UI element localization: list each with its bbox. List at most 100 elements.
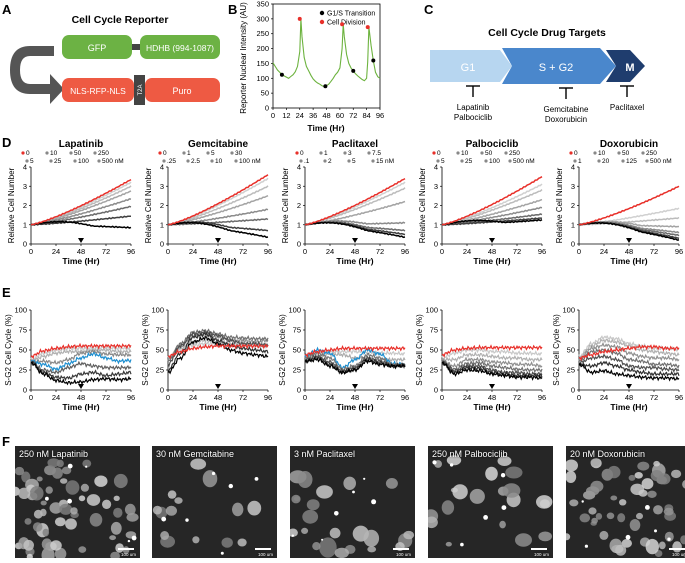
nucleus: [202, 470, 218, 488]
drug-added-marker: [215, 384, 221, 389]
y-tick-label: 1: [434, 220, 438, 229]
x-axis-label: Time (Hr): [199, 256, 236, 266]
x-tick-label: 72: [349, 111, 357, 120]
panel-letter-a: A: [2, 2, 12, 17]
series-line: [30, 352, 132, 372]
legend-label: 3: [348, 150, 352, 157]
series-line: [304, 187, 406, 226]
nucleus: [32, 522, 43, 532]
legend-swatch: [158, 151, 162, 155]
scale-bar: [118, 548, 134, 550]
y-tick-label: 3: [434, 182, 438, 191]
nucleus: [595, 513, 603, 520]
legend-swatch: [299, 159, 303, 163]
nucleus: [615, 544, 627, 556]
nucleus: [629, 519, 641, 531]
nucleus: [232, 502, 244, 517]
chart-title: Paclitaxel: [332, 139, 378, 150]
series-line: [441, 217, 543, 226]
legend-swatch: [206, 151, 210, 155]
panel-letter-d: D: [2, 135, 11, 150]
bright-spot: [654, 529, 657, 533]
nucleus: [343, 476, 356, 490]
sg2-chart-gemcitabine: 0 24 48 72 96 0 25 50 75 100 Time (Hr) S-G2 Cell Cy…: [141, 306, 272, 413]
bright-spot: [67, 463, 73, 469]
bright-spot: [228, 483, 233, 489]
legend-label: 20: [602, 158, 610, 165]
x-tick-label: 96: [401, 393, 409, 402]
micrograph-3: 250 nM Palbociclib 100 um: [428, 446, 553, 558]
y-tick-label: 3: [160, 182, 164, 191]
legend-label: 500 nM: [513, 158, 535, 165]
scale-bar-label: 100 um: [533, 552, 549, 557]
drug-added-marker: [489, 238, 495, 243]
panel-b-legend: G1/S Transition Cell Division: [319, 11, 375, 27]
y-axis-label: Relative Cell Number: [281, 167, 290, 243]
x-tick-label: 72: [376, 393, 384, 402]
panel-letter-b: B: [228, 2, 237, 17]
series-line: [30, 360, 132, 375]
nucleus: [664, 531, 674, 542]
scale-bar: [531, 548, 547, 550]
bright-spot: [667, 537, 671, 541]
nucleus: [682, 480, 685, 489]
nucleus: [50, 540, 62, 551]
legend-label: 0: [437, 150, 441, 157]
sg2-chart-palbociclib: 0 24 48 72 96 0 25 50 75 100 Time (Hr) S-G2 Cell Cy…: [415, 306, 546, 413]
nucleus: [78, 546, 87, 553]
y-tick-label: 4: [23, 163, 27, 172]
legend-label: 1: [187, 150, 191, 157]
y-axis-label: Relative Cell Number: [7, 167, 16, 243]
x-tick-label: 72: [239, 393, 247, 402]
chart-title: Doxorubicin: [600, 139, 658, 150]
series-line: [30, 342, 132, 360]
y-axis-label: S-G2 Cell Cycle (%): [552, 314, 561, 386]
nucleus: [70, 507, 78, 515]
x-tick-label: 48: [77, 247, 85, 256]
chart-title: Palbociclib: [466, 139, 519, 150]
bright-spot: [371, 499, 377, 505]
y-tick-label: 0: [571, 386, 575, 395]
legend-label: 1: [324, 150, 328, 157]
bright-spot: [161, 516, 167, 522]
drug-added-marker: [489, 384, 495, 389]
nucleus: [502, 483, 521, 498]
panel-a: Cell Cycle Reporter GFP HDHB (994-1087) …: [10, 14, 220, 105]
m-phase-arrow: [606, 50, 645, 82]
legend-label: 0: [574, 150, 578, 157]
nucleus: [590, 480, 604, 492]
scale-bar-label: 100 um: [395, 552, 411, 557]
nucleus: [363, 529, 380, 547]
y-tick-label: 250: [256, 29, 269, 38]
x-tick-label: 24: [326, 393, 334, 402]
y-axis-label: Relative Cell Number: [144, 167, 153, 243]
legend-swatch: [25, 159, 29, 163]
reporter-loop-arrow: [10, 46, 64, 104]
nucleus: [113, 473, 128, 489]
y-tick-label: 4: [297, 163, 301, 172]
y-axis-label: Relative Cell Number: [555, 167, 564, 243]
nucleus: [302, 509, 319, 524]
series-line: [578, 353, 680, 373]
x-tick-label: 84: [362, 111, 370, 120]
legend-swatch: [210, 159, 214, 163]
nucleus: [152, 505, 162, 515]
legend-label: 15 nM: [376, 158, 394, 165]
legend-label: 125: [626, 158, 637, 165]
x-tick-label: 48: [488, 393, 496, 402]
nucleus: [606, 512, 615, 520]
legend-swatch: [45, 151, 49, 155]
drug-added-marker: [352, 384, 358, 389]
nucleus: [446, 455, 462, 466]
legend-label: 10: [215, 158, 223, 165]
nucleus: [40, 508, 47, 517]
micrograph-field: [428, 446, 553, 558]
drug-added-marker: [78, 238, 84, 243]
bright-spot: [581, 500, 584, 503]
legend-swatch: [569, 151, 573, 155]
y-tick-label: 0: [434, 386, 438, 395]
legend-label: 25: [54, 158, 62, 165]
x-tick-label: 72: [102, 247, 110, 256]
legend-swatch: [621, 159, 625, 163]
